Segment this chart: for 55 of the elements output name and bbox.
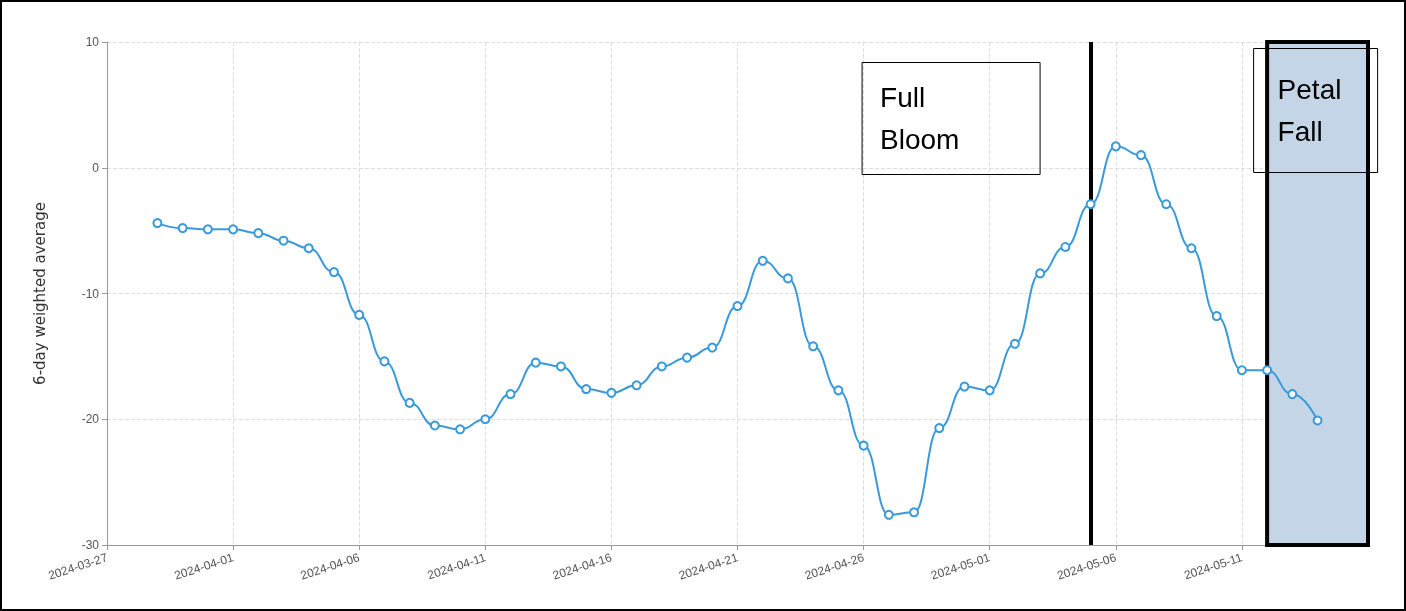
point <box>959 381 970 392</box>
point <box>1312 415 1323 426</box>
y-tick-label: -10 <box>81 286 100 301</box>
point <box>1236 365 1247 376</box>
annotation: Full Bloom <box>880 82 960 155</box>
point <box>303 243 314 254</box>
point <box>429 420 440 431</box>
y-axis-title: 6-day weighted average <box>30 202 49 385</box>
band-label: Petal Fall <box>1277 74 1350 147</box>
point <box>757 255 768 266</box>
point <box>808 341 819 352</box>
point <box>1186 243 1197 254</box>
point <box>1136 150 1147 161</box>
y-tick-label: -20 <box>81 412 100 427</box>
point <box>1009 338 1020 349</box>
point <box>455 424 466 435</box>
point <box>530 357 541 368</box>
point <box>682 352 693 363</box>
point <box>656 361 667 372</box>
point <box>934 423 945 434</box>
point <box>354 309 365 320</box>
point <box>328 267 339 278</box>
point <box>228 224 239 235</box>
point <box>278 235 289 246</box>
point <box>581 384 592 395</box>
point <box>1110 141 1121 152</box>
point <box>1211 311 1222 322</box>
point <box>909 507 920 518</box>
point <box>1035 268 1046 279</box>
point <box>707 342 718 353</box>
point <box>480 414 491 425</box>
point <box>1262 365 1273 376</box>
point <box>858 440 869 451</box>
point <box>505 389 516 400</box>
point <box>253 228 264 239</box>
point <box>631 380 642 391</box>
point <box>202 224 213 235</box>
point <box>152 218 163 229</box>
point <box>555 361 566 372</box>
point <box>1060 241 1071 252</box>
y-tick-label: -30 <box>81 538 100 552</box>
point <box>833 385 844 396</box>
point <box>606 387 617 398</box>
point <box>732 301 743 312</box>
point <box>782 273 793 284</box>
point <box>1085 199 1096 210</box>
point <box>1287 389 1298 400</box>
point <box>404 397 415 408</box>
y-tick-label: 0 <box>92 160 100 175</box>
point <box>984 385 995 396</box>
point <box>379 356 390 367</box>
y-tick-label: 10 <box>85 35 100 49</box>
point <box>177 223 188 234</box>
point <box>1161 199 1172 210</box>
point <box>883 509 894 520</box>
